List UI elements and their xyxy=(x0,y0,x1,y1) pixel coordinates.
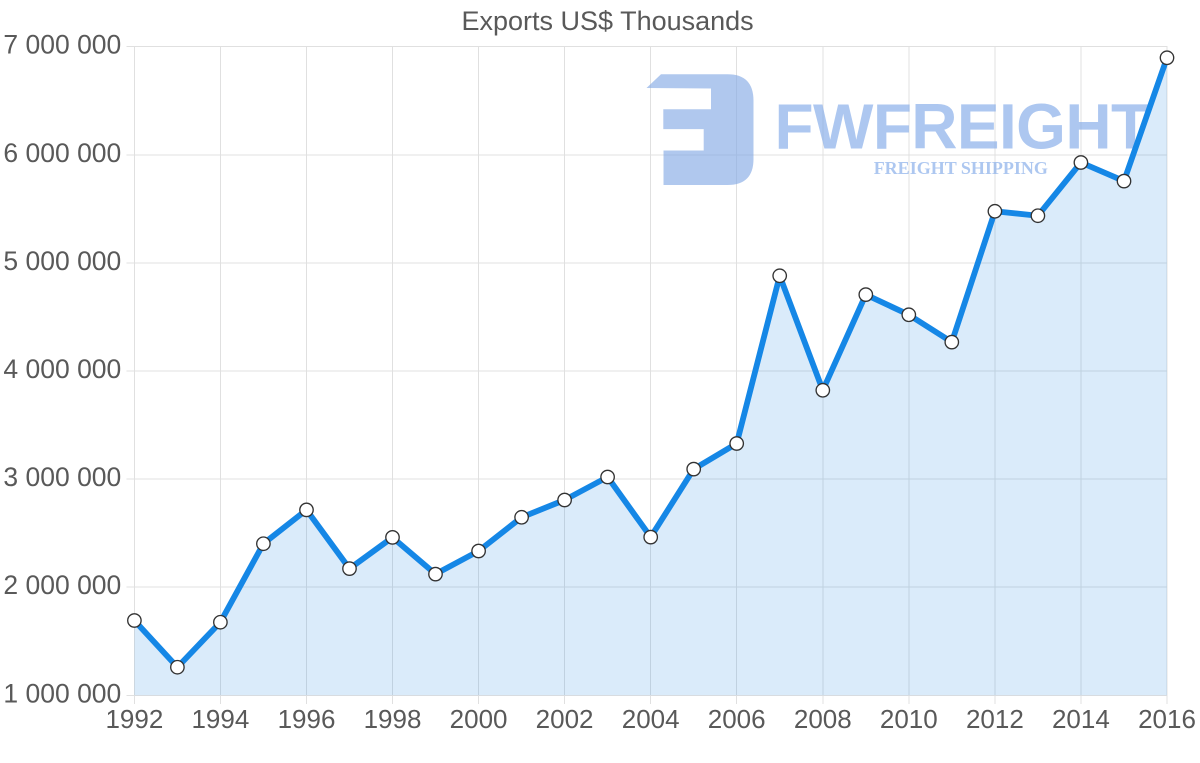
svg-text:2002: 2002 xyxy=(536,704,594,734)
svg-text:1994: 1994 xyxy=(191,704,249,734)
svg-text:1998: 1998 xyxy=(364,704,422,734)
svg-text:2016: 2016 xyxy=(1138,704,1196,734)
svg-text:7 000 000: 7 000 000 xyxy=(3,30,121,60)
svg-text:2012: 2012 xyxy=(966,704,1024,734)
svg-text:3 000 000: 3 000 000 xyxy=(3,462,121,492)
svg-text:4 000 000: 4 000 000 xyxy=(3,354,121,384)
svg-text:5 000 000: 5 000 000 xyxy=(3,246,121,276)
svg-text:2010: 2010 xyxy=(880,704,938,734)
svg-text:FWFREIGHT: FWFREIGHT xyxy=(775,91,1150,163)
svg-text:Exports US$ Thousands: Exports US$ Thousands xyxy=(462,6,754,36)
svg-text:2 000 000: 2 000 000 xyxy=(3,570,121,600)
svg-text:6 000 000: 6 000 000 xyxy=(3,138,121,168)
svg-text:2000: 2000 xyxy=(450,704,508,734)
svg-text:1 000 000: 1 000 000 xyxy=(3,678,121,708)
svg-text:1992: 1992 xyxy=(105,704,163,734)
svg-text:2014: 2014 xyxy=(1052,704,1110,734)
svg-text:2008: 2008 xyxy=(794,704,852,734)
svg-text:1996: 1996 xyxy=(278,704,336,734)
svg-text:2004: 2004 xyxy=(622,704,680,734)
svg-text:2006: 2006 xyxy=(708,704,766,734)
svg-text:FREIGHT SHIPPING: FREIGHT SHIPPING xyxy=(874,158,1048,178)
